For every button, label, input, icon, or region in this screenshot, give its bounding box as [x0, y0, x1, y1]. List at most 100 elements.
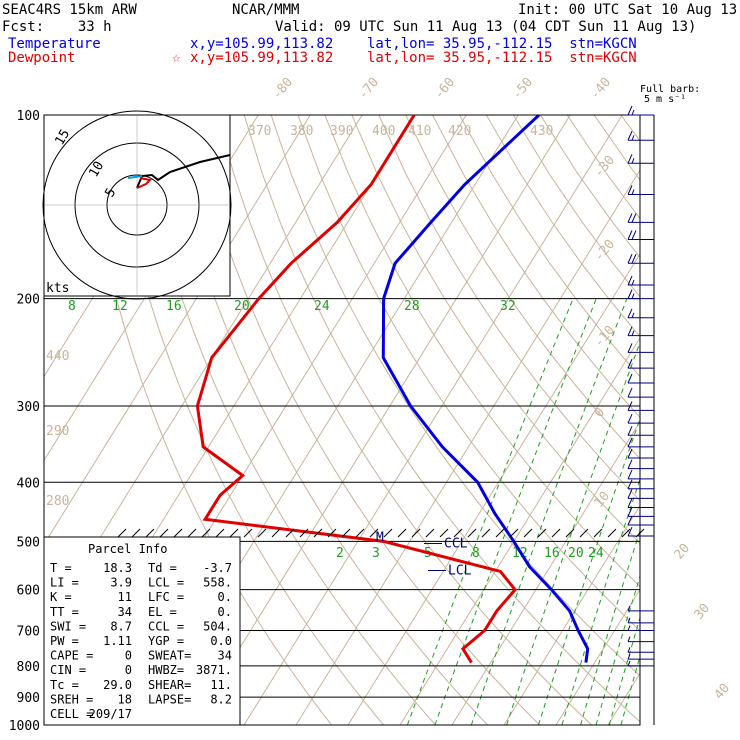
- hodograph-ring-label: 10: [86, 159, 107, 180]
- wind-barb-half: [627, 636, 631, 642]
- wind-barb-half: [627, 647, 631, 653]
- theta-label: 280: [46, 494, 69, 509]
- marker-label-lcl: LCL: [448, 563, 472, 578]
- temperature-label: Temperature: [8, 36, 101, 52]
- parcel-row-label: TT =: [50, 605, 79, 619]
- isotherm-label: -40: [588, 75, 615, 103]
- temperature-curve: [381, 115, 590, 663]
- pressure-tick-label: 600: [17, 584, 40, 599]
- wind-barb-flag: [627, 358, 633, 369]
- hatch-tick: [439, 528, 449, 538]
- hodograph-trace-sfc: [127, 175, 143, 179]
- wind-barb-half: [627, 605, 631, 612]
- hodograph-unit-label: kts: [46, 281, 69, 296]
- hatch-tick: [159, 528, 169, 538]
- wind-barb-flag: [627, 289, 633, 299]
- parcel-row-label: SWEAT=: [148, 649, 191, 663]
- wind-barb-flag: [631, 254, 637, 264]
- mixing-ratio-line: [580, 529, 640, 725]
- mixing-ratio-label: 24: [588, 546, 604, 561]
- wind-barb-flag: [627, 498, 633, 508]
- wind-barb-flag: [627, 526, 633, 537]
- dry-adiabat: [243, 115, 640, 723]
- hatch-tick: [411, 528, 421, 538]
- pressure-tick-label: 100: [17, 109, 40, 124]
- hatch-tick: [369, 528, 379, 538]
- dry-adiabat: [324, 115, 640, 588]
- wind-barb-flag: [627, 154, 633, 164]
- mixing-ratio-label: 16: [166, 299, 182, 314]
- dewpoint-curve: [195, 115, 518, 664]
- isotherm-line: [555, 588, 640, 725]
- wind-barb-half: [627, 660, 631, 667]
- organization: NCAR/MMM: [232, 2, 300, 18]
- parcel-row-value: 209/17: [89, 707, 132, 721]
- wind-barb-flag: [627, 413, 633, 424]
- mixing-ratio-label: 8: [472, 546, 480, 561]
- isotherm-line: [44, 115, 311, 546]
- hatch-tick: [565, 528, 575, 538]
- dewpoint-label: Dewpoint: [8, 50, 76, 66]
- isotherm-line: [243, 115, 623, 725]
- hatch-tick: [551, 528, 561, 538]
- valid-time: Valid: 09 UTC Sun 11 Aug 13 (04 CDT Sun …: [275, 19, 697, 35]
- parcel-row-value: 0: [125, 663, 132, 677]
- wind-barb-flag: [627, 131, 633, 141]
- hodograph-ring: [42, 110, 232, 300]
- isotherm-line: [295, 169, 640, 725]
- parcel-row-value: 8.7: [110, 619, 132, 633]
- wind-barb-flag: [627, 308, 633, 318]
- isotherm-label: 20: [672, 541, 694, 563]
- wind-barb-half: [631, 293, 635, 299]
- parcel-row-value: 11: [118, 590, 132, 604]
- mixing-ratio-label: 20: [234, 299, 250, 314]
- wind-barb-half: [631, 312, 635, 318]
- parcel-row-value: 34: [218, 649, 232, 663]
- wind-barb-flag: [627, 185, 633, 195]
- parcel-row-label: SHEAR=: [148, 678, 191, 692]
- mixing-ratio-line: [561, 477, 640, 725]
- dry-adiabat: [163, 115, 488, 725]
- isotherm-label: -70: [356, 75, 383, 103]
- isotherm-label: -80: [270, 75, 297, 103]
- parcel-row-label: CCL =: [148, 619, 184, 633]
- hatch-tick: [201, 528, 211, 538]
- wind-barb-flag: [627, 343, 633, 353]
- mixing-ratio-label: 3: [372, 546, 380, 561]
- parcel-row-value: 0.0: [210, 634, 232, 648]
- hatch-tick: [397, 528, 407, 538]
- hatch-tick: [383, 528, 393, 538]
- dry-adiabat: [702, 115, 740, 725]
- parcel-row-value: 8.2: [210, 692, 232, 706]
- parcel-row-value: 0.: [218, 605, 232, 619]
- dry-adiabat: [378, 115, 640, 502]
- hatch-tick: [313, 528, 323, 538]
- theta-label: 380: [290, 124, 313, 139]
- dry-adiabat: [216, 115, 592, 725]
- wind-barb-flag: [627, 448, 633, 459]
- wind-barb-flag: [627, 426, 633, 436]
- parcel-row-label: HWBZ=: [148, 663, 184, 677]
- init-time: Init: 00 UTC Sat 10 Aug 13: [518, 2, 738, 18]
- wind-barb-flag: [627, 479, 633, 490]
- wind-barb-flag: [631, 213, 637, 223]
- hatch-tick: [593, 528, 603, 538]
- hatch-tick: [187, 528, 197, 538]
- parcel-row-value: 0: [125, 649, 132, 663]
- parcel-row-value: 18: [118, 692, 132, 706]
- parcel-info-box: [43, 536, 241, 726]
- hatch-tick: [285, 528, 295, 538]
- wind-barb-flag: [627, 459, 633, 469]
- hatch-tick: [621, 528, 631, 538]
- dry-adiabat: [297, 115, 640, 632]
- wind-barb-flag: [627, 489, 633, 499]
- wind-barb-flag: [627, 275, 633, 286]
- dry-adiabat: [109, 115, 384, 725]
- hatch-tick: [117, 528, 127, 538]
- parcel-row-value: 1.11: [103, 634, 132, 648]
- hatch-tick: [173, 528, 183, 538]
- wind-barb-half: [631, 189, 635, 195]
- parcel-row-value: -3.7: [203, 561, 232, 575]
- dry-adiabat: [432, 115, 640, 419]
- dry-adiabat: [136, 115, 436, 725]
